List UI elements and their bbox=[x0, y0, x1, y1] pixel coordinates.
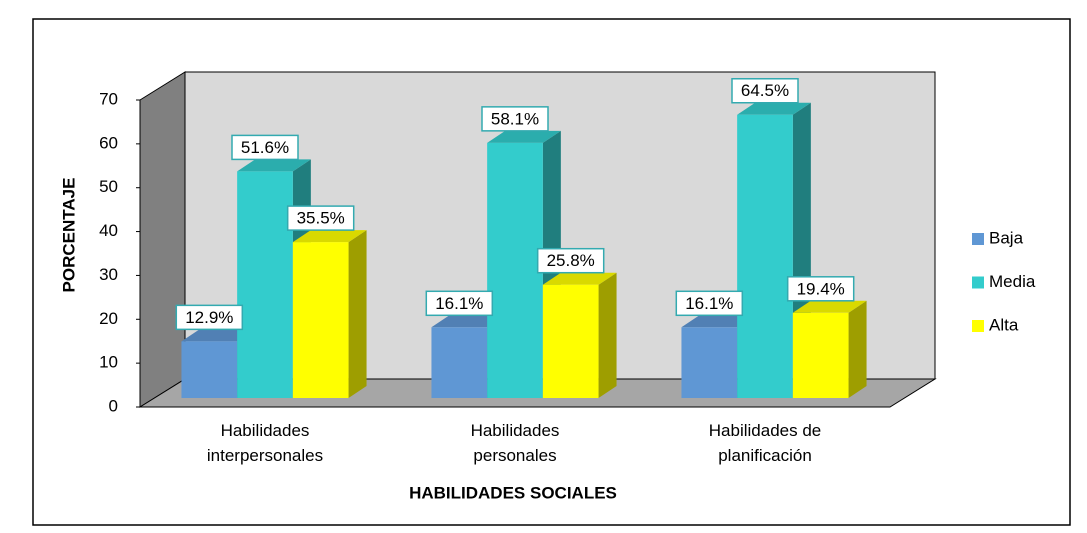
bar-top bbox=[737, 102, 811, 115]
bar bbox=[737, 114, 793, 398]
bar-top bbox=[681, 315, 756, 328]
value-label-box bbox=[175, 304, 244, 331]
value-label-box bbox=[481, 106, 549, 132]
bar-top bbox=[431, 315, 506, 328]
bar-top bbox=[542, 272, 617, 285]
y-tick-label: 50 bbox=[99, 177, 118, 196]
bar-top bbox=[792, 300, 867, 313]
y-tick-label: 30 bbox=[99, 265, 118, 284]
value-label-box bbox=[675, 290, 744, 317]
value-label: 16.1% bbox=[435, 294, 483, 313]
legend-label: Media bbox=[989, 272, 1036, 291]
bar-top bbox=[292, 230, 367, 243]
bar-top bbox=[237, 159, 311, 172]
bar bbox=[792, 312, 849, 398]
value-label: 64.5% bbox=[741, 81, 789, 100]
legend-label: Alta bbox=[989, 315, 1019, 334]
y-tick-label: 0 bbox=[109, 396, 118, 415]
bar bbox=[542, 284, 599, 398]
bar bbox=[237, 171, 293, 398]
value-label-box bbox=[286, 205, 355, 231]
value-label-box bbox=[231, 134, 299, 161]
legend-swatch bbox=[972, 276, 984, 289]
legend-label: Baja bbox=[989, 228, 1024, 247]
x-tick-label: Habilidades interpersonales bbox=[206, 421, 324, 465]
value-label: 35.5% bbox=[297, 209, 345, 228]
value-label-box bbox=[536, 247, 605, 274]
y-tick-label: 10 bbox=[99, 353, 118, 372]
bar bbox=[431, 327, 488, 398]
bar-side bbox=[598, 272, 617, 398]
bar bbox=[487, 142, 543, 398]
value-label-box bbox=[425, 290, 494, 317]
value-label-box bbox=[731, 78, 799, 104]
bar bbox=[181, 341, 238, 398]
x-tick-label: Habilidades de planificación bbox=[708, 421, 822, 465]
y-tick-label: 40 bbox=[99, 221, 118, 240]
value-label-box bbox=[786, 276, 855, 302]
x-tick-label: Habilidades personales bbox=[470, 421, 560, 465]
legend-swatch bbox=[972, 233, 984, 245]
bar-top bbox=[487, 130, 561, 143]
y-tick-label: 60 bbox=[99, 133, 118, 152]
value-label: 12.9% bbox=[185, 308, 233, 327]
value-label: 58.1% bbox=[491, 109, 539, 128]
bar bbox=[681, 327, 738, 398]
side-wall bbox=[139, 71, 186, 408]
bar bbox=[292, 242, 349, 398]
value-label: 51.6% bbox=[241, 138, 289, 157]
bar-side bbox=[848, 300, 867, 398]
value-label: 25.8% bbox=[547, 251, 595, 270]
bar-top bbox=[181, 329, 256, 342]
x-axis-title: HABILIDADES SOCIALES bbox=[409, 483, 617, 502]
y-tick-label: 20 bbox=[99, 309, 118, 328]
value-label: 16.1% bbox=[685, 294, 733, 313]
bar-side bbox=[348, 230, 367, 398]
y-axis-title: PORCENTAJE bbox=[59, 178, 78, 293]
y-tick-label: 70 bbox=[99, 89, 118, 108]
legend-swatch bbox=[972, 320, 984, 332]
value-label: 19.4% bbox=[797, 279, 845, 298]
